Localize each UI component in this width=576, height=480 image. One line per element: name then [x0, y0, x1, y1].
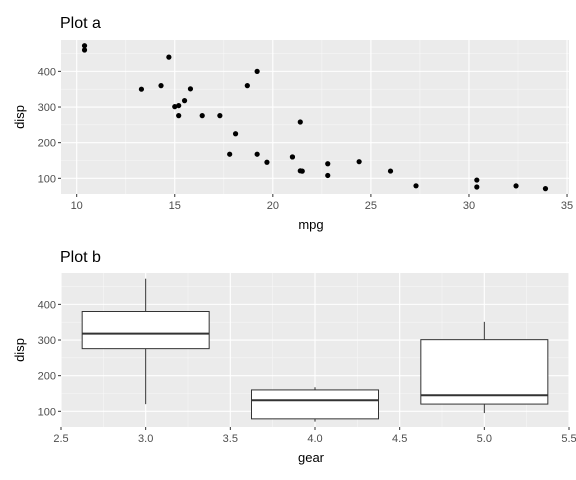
data-point: [172, 104, 178, 110]
data-point: [356, 159, 362, 165]
data-point: [199, 113, 205, 119]
tick-label-x: 2.5: [53, 433, 68, 445]
plot-b-title: Plot b: [60, 249, 101, 266]
data-point: [187, 86, 194, 92]
data-point: [297, 119, 303, 125]
data-point: [232, 131, 239, 137]
tick-label-y: 100: [38, 173, 56, 185]
tick-label-y: 400: [38, 299, 56, 311]
tick-label-x: 20: [267, 200, 279, 212]
tick-label-y: 100: [38, 406, 56, 418]
box: [251, 389, 379, 420]
tick-label-y: 300: [38, 102, 56, 114]
plot-a-title: Plot a: [60, 15, 101, 32]
data-point: [81, 43, 88, 49]
data-point: [227, 151, 233, 157]
data-point: [474, 177, 480, 183]
data-point: [138, 86, 145, 92]
tick-label-y: 200: [38, 138, 56, 150]
tick-label-x: 4.5: [392, 433, 407, 445]
tick-label-x: 10: [71, 200, 83, 212]
tick-label-x: 4.0: [307, 433, 322, 445]
plot-a-panel: [61, 40, 569, 194]
tick-label-y: 200: [38, 371, 56, 383]
tick-label-x: 35: [561, 200, 573, 212]
data-point: [297, 168, 303, 174]
tick-label-x: 3.0: [138, 433, 153, 445]
data-point: [176, 113, 182, 119]
tick-label-x: 30: [463, 200, 475, 212]
tick-label-y: 300: [38, 335, 56, 347]
data-point: [181, 98, 188, 104]
data-point: [176, 102, 182, 109]
data-point: [244, 83, 250, 89]
tick-label-y: 400: [38, 66, 56, 78]
tick-label-x: 5.5: [561, 433, 576, 445]
plot-b-xlabel: gear: [298, 450, 325, 465]
data-point: [474, 184, 480, 190]
tick-label-x: 25: [365, 200, 377, 212]
plot-a-ylabel: disp: [12, 105, 27, 129]
data-point: [81, 47, 88, 53]
data-point: [217, 113, 223, 119]
plot-b-ticks: 2.5 3.0 3.5 4.0 4.5 5.0 5.5 100 200 300 400: [38, 299, 576, 445]
data-point: [254, 68, 260, 74]
data-point: [254, 151, 260, 157]
data-point: [264, 159, 270, 165]
tick-label-x: 5.0: [477, 433, 492, 445]
tick-label-x: 15: [169, 200, 181, 212]
data-point: [325, 172, 331, 179]
box: [81, 311, 210, 350]
plot-a-xlabel: mpg: [298, 217, 323, 232]
plot-b-ylabel: disp: [12, 338, 27, 362]
data-point: [289, 154, 296, 160]
data-point: [387, 168, 394, 174]
plot-b-boxes: [81, 278, 549, 422]
data-point: [542, 186, 549, 192]
data-point: [513, 183, 519, 189]
data-point: [413, 183, 419, 189]
plot-a-ticks: 10 15 20 25 30 35 100 200 300 400: [38, 66, 574, 212]
data-point: [158, 83, 164, 89]
plot-a-grid: [61, 40, 569, 194]
box: [420, 339, 549, 405]
data-point: [166, 54, 172, 60]
tick-label-x: 3.5: [223, 433, 238, 445]
data-point: [325, 161, 331, 167]
plot-a-points: [81, 43, 549, 192]
